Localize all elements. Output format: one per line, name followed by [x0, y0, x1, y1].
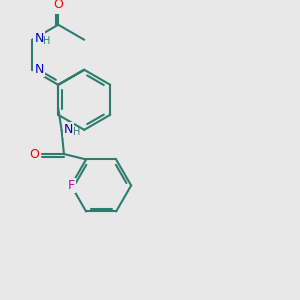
Text: H: H — [73, 127, 80, 137]
Text: N: N — [64, 123, 73, 136]
Text: O: O — [53, 0, 63, 11]
Text: O: O — [29, 148, 39, 160]
Text: N: N — [34, 63, 44, 76]
Text: F: F — [68, 179, 75, 192]
Text: H: H — [43, 36, 50, 46]
Text: N: N — [34, 32, 44, 45]
